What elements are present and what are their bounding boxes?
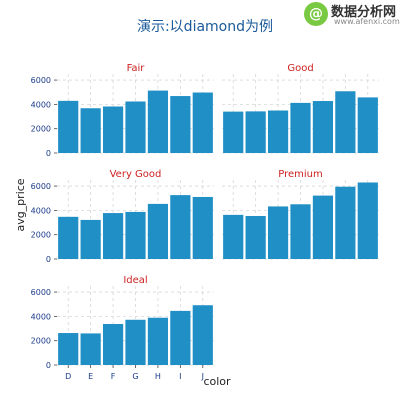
facet-label: Very Good <box>110 169 162 180</box>
bar-premium-D <box>223 214 244 259</box>
bar-fair-J <box>192 92 213 153</box>
y-tick-label: 4000 <box>31 100 51 109</box>
bar-good-J <box>357 97 378 153</box>
y-tick-label: 0 <box>46 149 51 158</box>
bar-very-good-D <box>58 216 79 259</box>
chart-title: 演示:以diamond为例 <box>137 19 273 35</box>
facet-panel-fair: Fair 0 2000 4000 6000 <box>31 63 214 158</box>
facet-panel-good: Good <box>222 63 379 154</box>
x-tick-label: F <box>111 372 116 381</box>
bar-ideal-E <box>80 333 101 365</box>
bar-premium-I <box>335 186 356 259</box>
bar-fair-E <box>80 108 101 153</box>
bar-very-good-J <box>192 196 213 259</box>
bar-ideal-J <box>192 305 213 365</box>
bar-ideal-I <box>170 310 191 365</box>
facet-panel-ideal: Ideal 0 2000 4000 6000 D E F G H I J <box>31 275 214 381</box>
bar-fair-H <box>147 90 169 153</box>
x-axis-label: color <box>203 375 231 388</box>
bar-very-good-I <box>170 195 191 259</box>
y-tick-label: 0 <box>46 361 51 370</box>
x-tick-label: I <box>179 372 181 381</box>
facet-label: Ideal <box>123 275 147 286</box>
bar-fair-I <box>170 96 191 153</box>
bar-ideal-D <box>58 333 79 365</box>
bar-premium-H <box>312 195 334 259</box>
y-tick-label: 4000 <box>31 312 51 321</box>
x-tick-label: J <box>201 372 204 381</box>
facet-label: Good <box>287 63 313 74</box>
x-tick-label: D <box>65 372 71 381</box>
bar-premium-F <box>267 206 289 259</box>
bar-premium-J <box>357 182 378 259</box>
bar-very-good-G <box>125 211 146 259</box>
x-tick-label: H <box>155 372 161 381</box>
bar-good-G <box>290 102 311 153</box>
bar-premium-G <box>290 204 311 259</box>
facet-label: Fair <box>127 63 146 74</box>
bar-fair-D <box>58 100 79 153</box>
bar-very-good-H <box>147 203 169 259</box>
bar-good-E <box>245 111 266 153</box>
y-tick-label: 0 <box>46 255 51 264</box>
bar-ideal-F <box>102 323 124 365</box>
y-tick-label: 2000 <box>31 125 51 134</box>
bar-good-H <box>312 101 334 153</box>
y-axis-label: avg_price <box>14 178 27 231</box>
x-tick-label: E <box>88 372 93 381</box>
facet-panel-premium: Premium <box>222 169 379 260</box>
facet-panel-very-good: Very Good 0 2000 4000 6000 <box>31 169 214 264</box>
bar-very-good-F <box>102 213 124 259</box>
watermark-logo: @ 数据分析网 www.afenxi.com <box>304 0 400 30</box>
facet-label: Premium <box>278 169 323 180</box>
bar-ideal-G <box>125 319 146 365</box>
bar-good-D <box>223 111 244 153</box>
bar-very-good-E <box>80 219 101 259</box>
y-tick-label: 6000 <box>31 76 51 85</box>
y-tick-label: 6000 <box>31 288 51 297</box>
x-tick-label: G <box>132 372 138 381</box>
y-tick-label: 6000 <box>31 182 51 191</box>
watermark-url: www.afenxi.com <box>334 17 400 26</box>
watermark-name: 数据分析网 <box>331 5 397 20</box>
bar-fair-F <box>102 106 124 153</box>
y-tick-label: 2000 <box>31 231 51 240</box>
bar-premium-E <box>245 215 266 259</box>
bar-good-I <box>335 91 356 153</box>
y-tick-label: 2000 <box>31 337 51 346</box>
y-tick-label: 4000 <box>31 206 51 215</box>
bar-ideal-H <box>147 317 169 365</box>
at-sign-icon: @ <box>304 2 328 26</box>
bar-fair-G <box>125 101 146 153</box>
bar-good-F <box>267 110 289 153</box>
